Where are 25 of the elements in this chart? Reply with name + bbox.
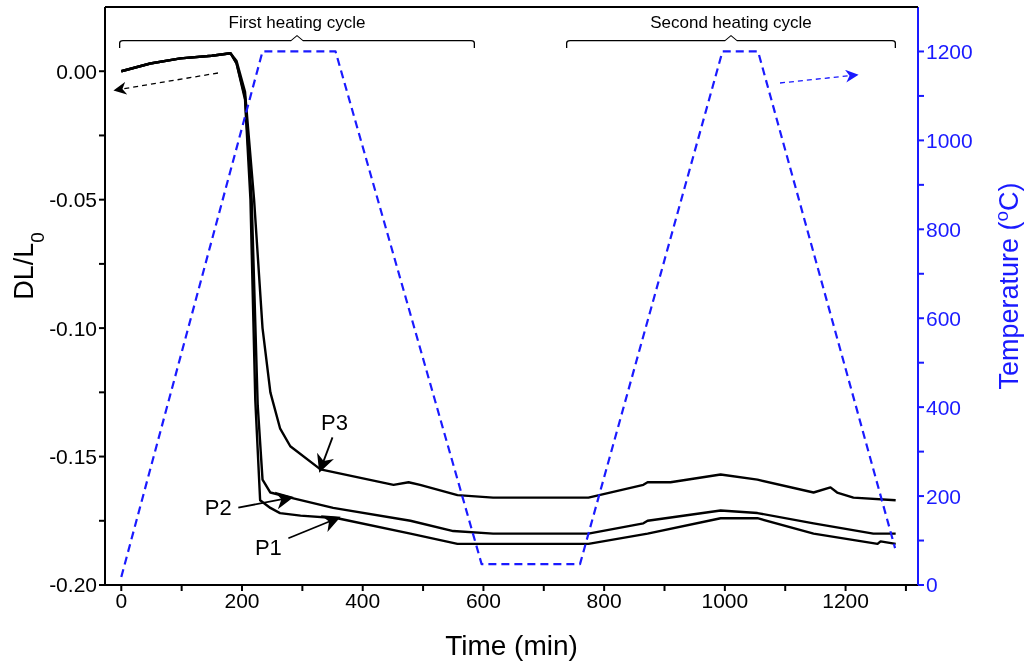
y2-tick-label: 400 xyxy=(926,395,962,419)
annotation: Second heating cycle xyxy=(650,13,812,32)
x-axis-title: Time (min) xyxy=(445,630,578,661)
x-tick-label: 600 xyxy=(465,588,501,612)
x-tick-label: 1200 xyxy=(822,588,869,612)
y2-tick-label: 1000 xyxy=(926,128,973,152)
y-tick-label: -0.15 xyxy=(49,445,97,469)
x-tick-label: 1000 xyxy=(701,588,749,612)
y2-tick-label: 200 xyxy=(926,484,962,508)
x-tick-label: 0 xyxy=(115,588,128,612)
y2-tick-label: 0 xyxy=(926,573,938,597)
annotation: P3 xyxy=(321,410,348,436)
y2-tick-label: 800 xyxy=(926,217,962,241)
y-tick-label: -0.05 xyxy=(49,188,97,212)
y-tick-label: -0.20 xyxy=(49,573,97,597)
y-tick-label: -0.10 xyxy=(49,316,97,340)
y2-tick-label: 1200 xyxy=(926,39,973,63)
y-tick-label: 0.00 xyxy=(56,59,97,83)
annotation: First heating cycle xyxy=(228,13,366,32)
annotation: P1 xyxy=(254,535,282,561)
x-tick-label: 200 xyxy=(224,588,260,612)
x-tick-label: 800 xyxy=(586,588,622,612)
annotation: P2 xyxy=(204,494,232,520)
x-tick-label: 400 xyxy=(345,588,381,612)
y2-tick-label: 600 xyxy=(926,306,962,330)
